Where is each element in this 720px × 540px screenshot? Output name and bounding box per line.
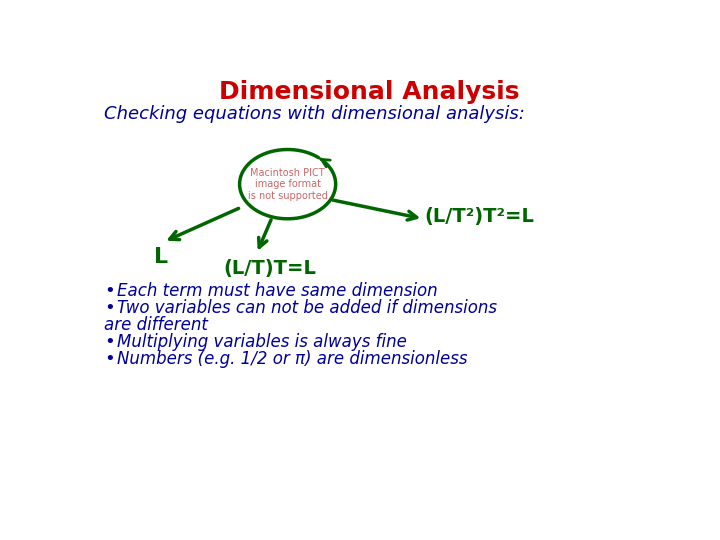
Text: Two variables can not be added if dimensions: Two variables can not be added if dimens… (117, 299, 497, 317)
Text: •: • (104, 333, 114, 351)
Text: Numbers (e.g. 1/2 or π) are dimensionless: Numbers (e.g. 1/2 or π) are dimensionles… (117, 350, 467, 368)
Text: Multiplying variables is always fine: Multiplying variables is always fine (117, 333, 407, 351)
Text: L: L (153, 247, 168, 267)
Text: Checking equations with dimensional analysis:: Checking equations with dimensional anal… (104, 105, 525, 123)
Text: Macintosh PICT
image format
is not supported: Macintosh PICT image format is not suppo… (248, 167, 328, 201)
Text: •: • (104, 299, 114, 317)
Text: Each term must have same dimension: Each term must have same dimension (117, 282, 438, 300)
Text: (L/T)T=L: (L/T)T=L (223, 259, 316, 278)
Text: are different: are different (104, 316, 208, 334)
Text: (L/T²)T²=L: (L/T²)T²=L (425, 207, 535, 226)
Text: •: • (104, 282, 114, 300)
Text: Dimensional Analysis: Dimensional Analysis (219, 80, 519, 104)
Text: •: • (104, 350, 114, 368)
